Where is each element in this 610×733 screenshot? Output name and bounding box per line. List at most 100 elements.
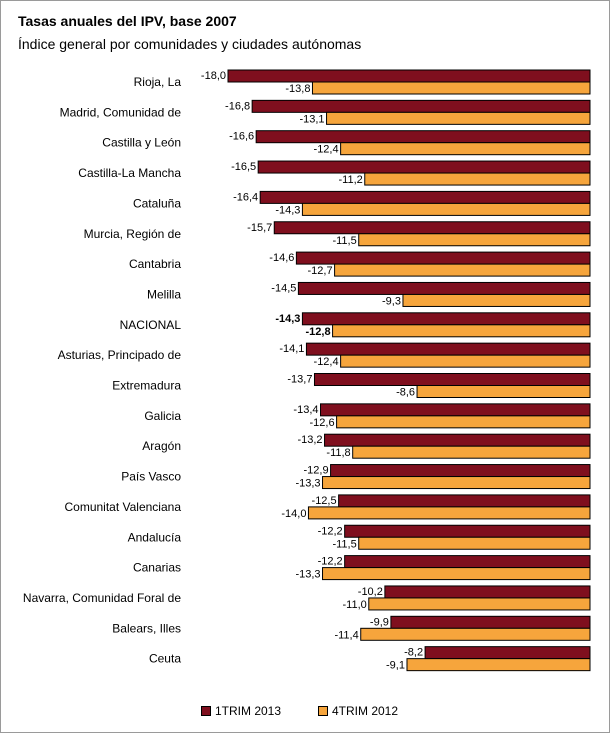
chart-title: Tasas anuales del IPV, base 2007 [18, 13, 237, 29]
data-label-1trim-2013-rioja-la: -18,0 [201, 70, 226, 82]
bar-1trim-2013-madrid-comunidad-de [251, 99, 591, 113]
data-label-1trim-2013-ceuta: -8,2 [404, 647, 423, 659]
data-label-4trim-2012-pais-vasco: -13,3 [295, 478, 320, 490]
data-label-1trim-2013-aragon: -13,2 [297, 434, 322, 446]
legend-item-1trim-2013: 1TRIM 2013 [201, 704, 281, 718]
bar-4trim-2012-navarra-comunidad-foral-de [368, 597, 591, 611]
bar-1trim-2013-aragon [324, 433, 591, 447]
data-label-1trim-2013-galicia: -13,4 [293, 404, 318, 416]
bar-1trim-2013-extremadura [313, 373, 591, 386]
data-label-4trim-2012-cantabria: -12,7 [308, 265, 333, 277]
data-label-1trim-2013-castilla-la-mancha: -16,5 [231, 161, 256, 173]
data-label-1trim-2013-canarias: -12,2 [318, 556, 343, 568]
category-label-cataluna: Cataluña [133, 196, 181, 210]
data-label-4trim-2012-navarra-comunidad-foral-de: -11,0 [343, 599, 367, 611]
category-label-nacional: NACIONAL [120, 318, 182, 332]
data-label-4trim-2012-murcia-region-de: -11,5 [332, 235, 356, 247]
bar-4trim-2012-ceuta [406, 658, 591, 672]
data-label-1trim-2013-madrid-comunidad-de: -16,8 [225, 100, 250, 112]
data-label-4trim-2012-aragon: -11,8 [326, 447, 350, 459]
category-label-castilla-la-mancha: Castilla-La Mancha [78, 166, 181, 180]
category-label-melilla: Melilla [147, 287, 181, 301]
category-label-balears-illes: Balears, Illes [112, 621, 181, 635]
bar-4trim-2012-madrid-comunidad-de [326, 111, 591, 125]
data-label-1trim-2013-balears-illes: -9,9 [370, 616, 389, 628]
legend-item-4trim-2012: 4TRIM 2012 [318, 704, 398, 718]
bar-4trim-2012-nacional [332, 324, 591, 338]
data-label-4trim-2012-balears-illes: -11,4 [334, 629, 358, 641]
data-label-4trim-2012-ceuta: -9,1 [386, 660, 405, 672]
bar-1trim-2013-ceuta [424, 646, 591, 660]
data-label-4trim-2012-asturias-principado-de: -12,4 [314, 356, 339, 368]
bar-1trim-2013-castilla-y-leon [255, 130, 591, 144]
bar-1trim-2013-murcia-region-de [273, 221, 591, 235]
category-label-aragon: Aragón [142, 439, 181, 453]
bar-4trim-2012-andalucia [358, 536, 591, 550]
data-label-4trim-2012-galicia: -12,6 [310, 417, 335, 429]
data-label-4trim-2012-canarias: -13,3 [295, 569, 320, 581]
category-label-murcia-region-de: Murcia, Región de [84, 227, 182, 241]
data-label-1trim-2013-navarra-comunidad-foral-de: -10,2 [358, 586, 383, 598]
bar-1trim-2013-rioja-la [227, 69, 591, 83]
bar-1trim-2013-balears-illes [390, 615, 591, 629]
data-label-4trim-2012-comunitat-valenciana: -14,0 [281, 508, 306, 520]
bar-1trim-2013-pais-vasco [330, 464, 591, 478]
bar-4trim-2012-castilla-y-leon [340, 142, 591, 156]
data-label-4trim-2012-rioja-la: -13,8 [285, 83, 310, 95]
bar-4trim-2012-castilla-la-mancha [364, 172, 591, 186]
bar-chart: Rioja, La -18,0 -13,8 Madrid, Comunidad de -… [23, 69, 591, 672]
data-label-4trim-2012-madrid-comunidad-de: -13,1 [299, 113, 324, 125]
category-label-andalucia: Andalucía [128, 530, 182, 544]
data-label-4trim-2012-andalucia: -11,5 [332, 538, 356, 550]
category-label-rioja-la: Rioja, La [134, 75, 182, 89]
bar-4trim-2012-pais-vasco [322, 476, 591, 490]
data-label-1trim-2013-cataluna: -16,4 [233, 191, 258, 203]
category-label-navarra-comunidad-foral-de: Navarra, Comunidad Foral de [23, 591, 181, 605]
bar-4trim-2012-cataluna [301, 202, 591, 216]
data-label-1trim-2013-asturias-principado-de: -14,1 [279, 343, 304, 355]
bar-4trim-2012-extremadura [416, 385, 591, 398]
category-label-galicia: Galicia [144, 409, 181, 423]
data-label-1trim-2013-extremadura: -13,7 [287, 374, 312, 386]
bar-4trim-2012-asturias-principado-de [340, 354, 591, 368]
bar-4trim-2012-galicia [336, 415, 591, 429]
data-label-1trim-2013-castilla-y-leon: -16,6 [229, 131, 254, 143]
data-label-4trim-2012-cataluna: -14,3 [275, 204, 300, 216]
bar-1trim-2013-castilla-la-mancha [257, 160, 591, 174]
bar-1trim-2013-galicia [320, 403, 591, 417]
bar-4trim-2012-murcia-region-de [358, 233, 591, 247]
category-label-castilla-y-leon: Castilla y León [102, 136, 181, 150]
legend-label-4trim-2012: 4TRIM 2012 [332, 704, 399, 718]
bar-1trim-2013-cantabria [295, 251, 591, 265]
data-label-1trim-2013-melilla: -14,5 [271, 282, 296, 294]
legend-swatch-4trim-2012 [318, 706, 328, 716]
category-label-extremadura: Extremadura [112, 379, 181, 393]
category-label-madrid-comunidad-de: Madrid, Comunidad de [60, 105, 182, 119]
legend-label-1trim-2013: 1TRIM 2013 [215, 704, 282, 718]
category-label-ceuta: Ceuta [149, 652, 181, 666]
data-label-1trim-2013-pais-vasco: -12,9 [303, 465, 328, 477]
data-label-1trim-2013-comunitat-valenciana: -12,5 [312, 495, 337, 507]
category-label-cantabria: Cantabria [129, 257, 181, 271]
bar-1trim-2013-cataluna [259, 190, 591, 204]
data-label-4trim-2012-castilla-la-mancha: -11,2 [338, 174, 362, 186]
data-label-1trim-2013-cantabria: -14,6 [269, 252, 294, 264]
category-label-asturias-principado-de: Asturias, Principado de [58, 348, 182, 362]
data-label-4trim-2012-castilla-y-leon: -12,4 [314, 144, 339, 156]
data-label-1trim-2013-nacional: -14,3 [275, 313, 300, 325]
chart-subtitle: Índice general por comunidades y ciudade… [18, 36, 362, 52]
bar-1trim-2013-comunitat-valenciana [338, 494, 591, 508]
bar-1trim-2013-melilla [297, 281, 591, 295]
legend-swatch-1trim-2013 [201, 706, 211, 716]
bar-1trim-2013-canarias [344, 555, 591, 569]
bar-4trim-2012-melilla [402, 293, 591, 307]
bar-1trim-2013-navarra-comunidad-foral-de [384, 585, 591, 599]
bar-4trim-2012-aragon [352, 445, 591, 459]
bar-1trim-2013-asturias-principado-de [305, 342, 591, 356]
bar-4trim-2012-canarias [322, 567, 591, 581]
bar-1trim-2013-nacional [301, 312, 591, 326]
data-label-4trim-2012-melilla: -9,3 [382, 295, 401, 307]
category-label-pais-vasco: País Vasco [121, 470, 181, 484]
bar-4trim-2012-cantabria [334, 263, 591, 277]
bar-4trim-2012-balears-illes [360, 627, 591, 641]
